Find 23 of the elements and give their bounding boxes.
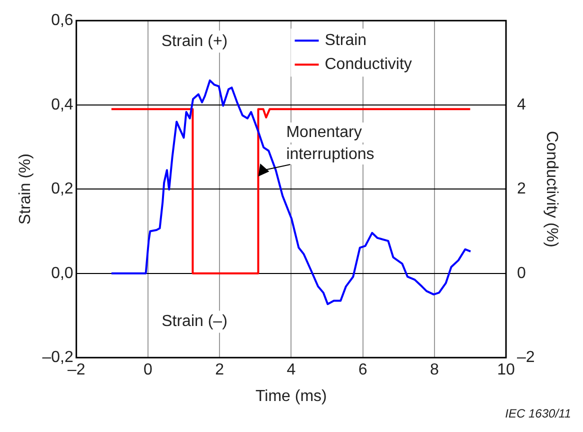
legend-label: Strain <box>324 32 367 50</box>
annotation: Strain (+) <box>161 33 228 50</box>
y2-tick-label: 4 <box>517 96 526 114</box>
y-tick-label: 0,6 <box>51 12 74 30</box>
y-axis-title: Strain (%) <box>17 154 34 225</box>
y-tick-label: 0,4 <box>51 96 74 114</box>
x-tick-label: 8 <box>430 362 439 379</box>
y-tick-label: 0,0 <box>51 264 74 282</box>
legend-label: Conductivity <box>324 56 412 74</box>
y2-tick-label: 0 <box>517 264 526 282</box>
x-tick-label: 10 <box>497 362 516 379</box>
y2-axis-title: Conductivity (%) <box>542 130 560 248</box>
x-axis-title: Time (ms) <box>255 388 327 405</box>
x-tick-label: 2 <box>215 362 224 379</box>
x-tick-label: 6 <box>358 362 368 379</box>
y2-tick-label: –2 <box>517 349 535 366</box>
x-tick-label: 0 <box>144 362 152 379</box>
y2-tick-label: 2 <box>517 180 526 198</box>
annotation: Monentary interruptions <box>286 124 374 163</box>
x-tick-label: 4 <box>286 362 296 379</box>
annotation: Strain (–) <box>162 313 228 330</box>
text: IEC 1630/11 <box>505 406 571 420</box>
y-tick-label: 0,2 <box>51 180 74 198</box>
